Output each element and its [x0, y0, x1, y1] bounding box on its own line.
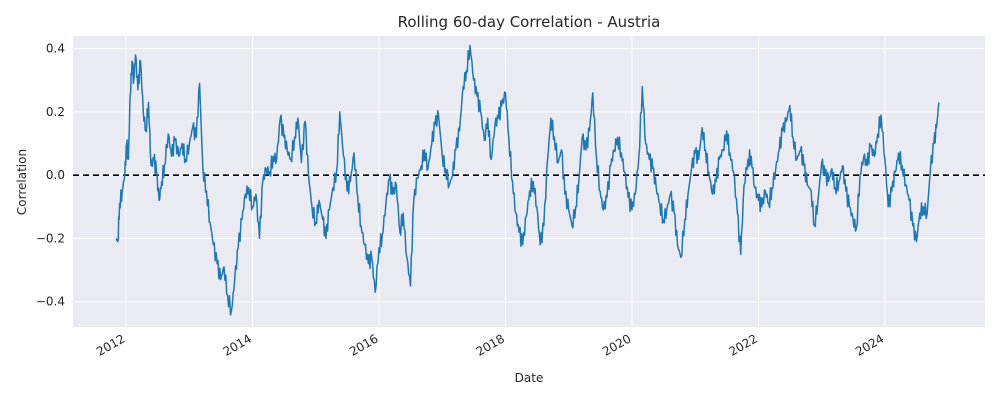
y-tick-labels: −0.4 −0.2 0.0 0.2 0.4	[36, 42, 65, 309]
correlation-series-line	[115, 44, 940, 316]
plot-background	[73, 36, 985, 327]
x-tick-label: 2016	[347, 331, 380, 358]
x-tick-label: 2018	[474, 331, 507, 358]
x-tick-labels: 2012 2014 2016 2018 2020 2022 2024	[94, 331, 886, 358]
y-axis-label: Correlation	[15, 149, 29, 215]
y-tick-label: 0.2	[46, 105, 65, 119]
x-axis-label: Date	[515, 371, 544, 385]
x-tick-label: 2020	[600, 331, 633, 358]
series-layer	[115, 44, 940, 316]
y-tick-label: −0.2	[36, 231, 65, 245]
y-tick-label: 0.0	[46, 168, 65, 182]
x-tick-label: 2024	[853, 331, 886, 358]
y-tick-label: −0.4	[36, 295, 65, 309]
x-tick-label: 2022	[727, 331, 760, 358]
x-tick-label: 2012	[94, 331, 127, 358]
x-tick-label: 2014	[221, 331, 254, 358]
chart-title: Rolling 60-day Correlation - Austria	[398, 13, 661, 31]
y-tick-label: 0.4	[46, 42, 65, 56]
